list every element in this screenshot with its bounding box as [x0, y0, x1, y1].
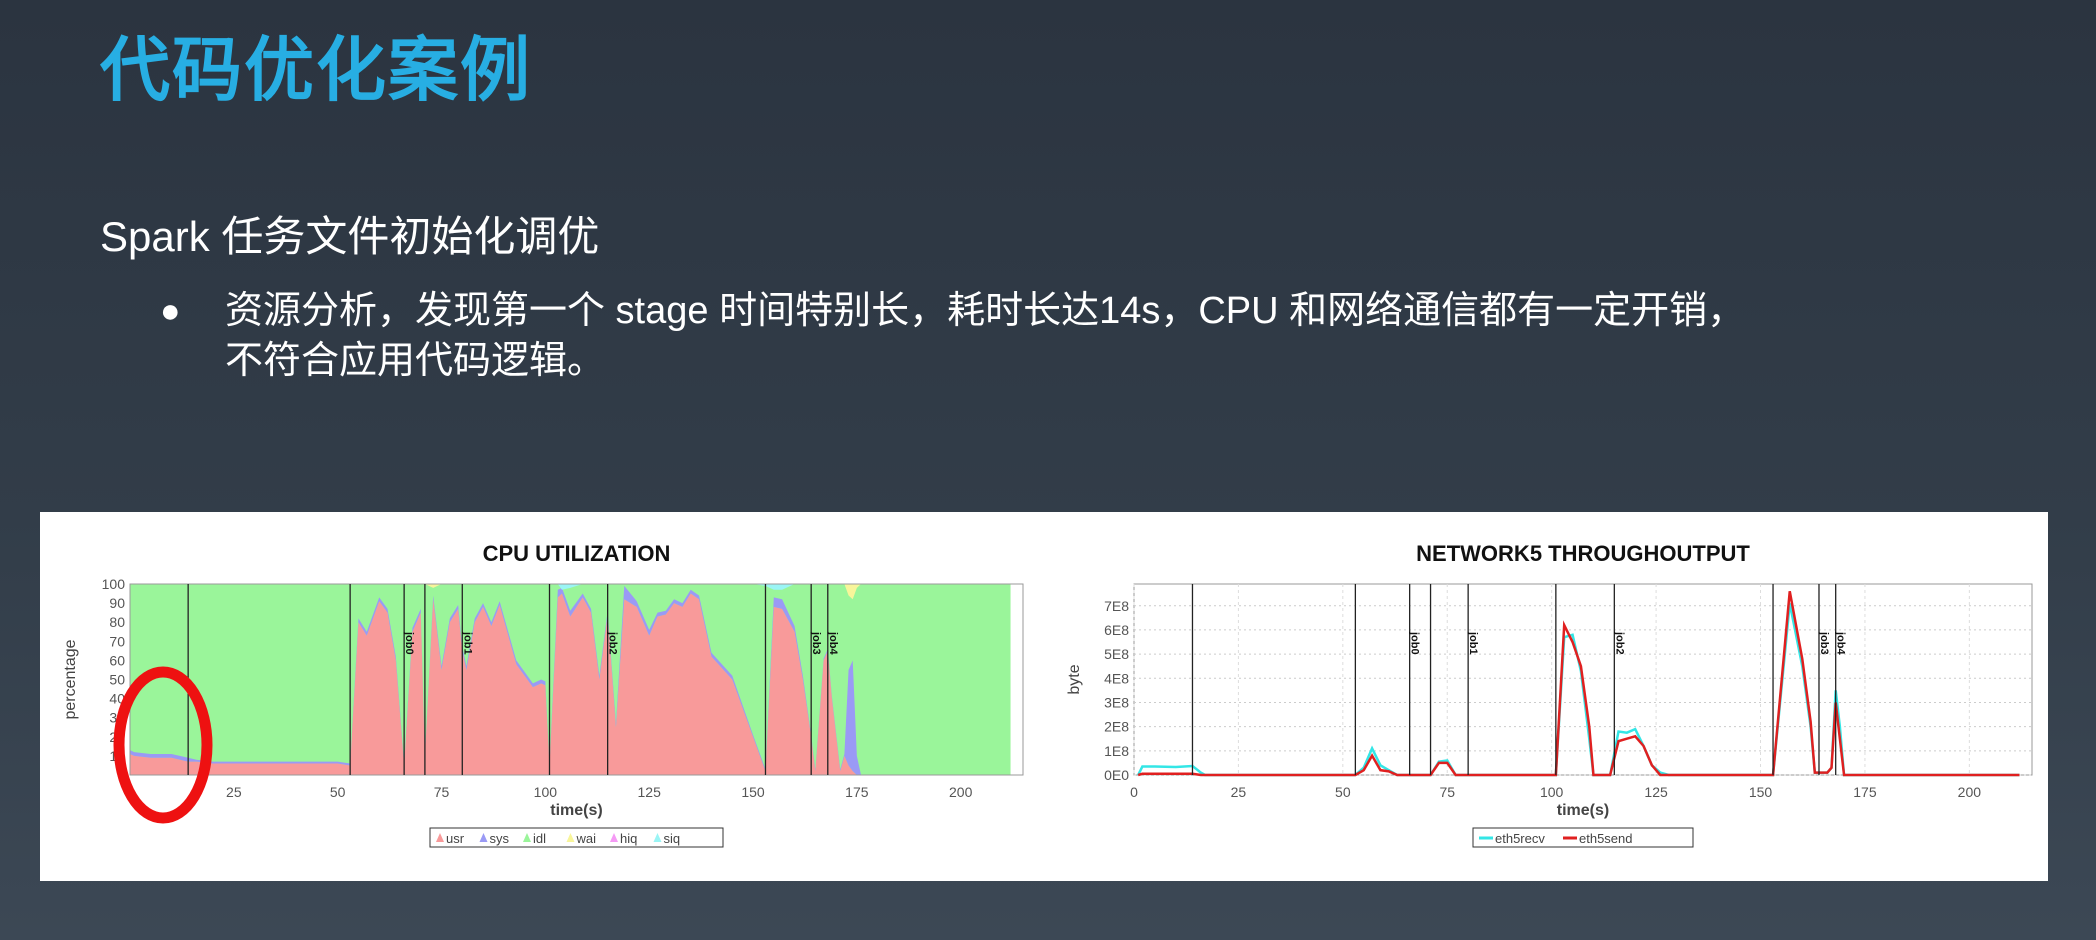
legend-label-eth5send: eth5send — [1579, 831, 1633, 846]
legend-swatch-siq — [653, 833, 662, 842]
legend-box — [1472, 827, 1694, 848]
slide-subtitle: Spark 任务文件初始化调优 — [100, 213, 600, 260]
x-tick-label: 125 — [1644, 784, 1668, 800]
legend-swatch-sys — [479, 833, 488, 842]
network-chart: NETWORK5 THROUGHOUTPUT job0 job1 job2 job3 jo… — [1066, 541, 2033, 848]
x-tick-label: 100 — [534, 784, 558, 800]
y-tick-label: 60 — [109, 652, 125, 668]
x-tick-label: 50 — [1335, 784, 1351, 800]
x-tick-label: 50 — [330, 784, 346, 800]
job-marker-label: job3 — [810, 631, 822, 655]
x-tick-label: 75 — [434, 784, 450, 800]
job-marker-label: job2 — [1613, 631, 1625, 655]
job-marker-label: job1 — [1467, 631, 1479, 655]
chart-title: NETWORK5 THROUGHOUTPUT — [1416, 541, 1750, 566]
y-tick-label: 1E8 — [1104, 743, 1129, 759]
x-tick-label: 150 — [741, 784, 765, 800]
legend-label-hiq: hiq — [620, 831, 637, 846]
legend-swatch-usr — [436, 833, 444, 842]
bullet-text: 资源分析，发现第一个 stage 时间特别长，耗时长达14s，CPU 和网络通信… — [225, 286, 1745, 386]
x-tick-label: 100 — [1540, 784, 1564, 800]
red-ellipse-highlight — [113, 666, 213, 824]
legend-swatch-hiq — [610, 833, 618, 842]
y-tick-label: 6E8 — [1104, 622, 1129, 638]
legend: eth5recv eth5send — [1472, 827, 1694, 848]
x-tick-label: 75 — [1439, 784, 1455, 800]
x-axis-label: time(s) — [1557, 802, 1609, 819]
area-siq — [130, 584, 1011, 590]
slide-title: 代码优化案例 — [100, 31, 532, 109]
job-marker-label: job0 — [403, 631, 415, 655]
y-tick-label: 90 — [109, 595, 125, 611]
y-tick-label: 3E8 — [1104, 694, 1129, 710]
x-tick-label: 200 — [1958, 784, 1982, 800]
legend-label-eth5recv: eth5recv — [1495, 831, 1545, 846]
legend-swatch-wai — [566, 833, 575, 842]
x-tick-label: 25 — [1231, 784, 1247, 800]
y-tick-label: 0E0 — [1104, 767, 1129, 783]
job-marker-label: job3 — [1818, 631, 1830, 655]
y-tick-label: 5E8 — [1104, 646, 1129, 662]
legend-box — [429, 827, 724, 848]
x-tick-label: 175 — [1853, 784, 1877, 800]
x-tick-label: 175 — [845, 784, 869, 800]
bullet-dot-icon: ● — [160, 292, 181, 330]
area-usr — [130, 593, 1011, 775]
y-tick-label: 80 — [109, 614, 125, 630]
legend-label-idl: idl — [533, 831, 546, 846]
x-tick-label: 200 — [949, 784, 973, 800]
y-axis-label: percentage — [62, 639, 79, 719]
job-marker-label: job2 — [607, 631, 619, 655]
job-marker-label: job4 — [1835, 631, 1847, 655]
bullet-line-2: 不符合应用代码逻辑。 — [225, 340, 606, 382]
x-tick-label: 25 — [226, 784, 242, 800]
bullet-line-1: 资源分析，发现第一个 stage 时间特别长，耗时长达14s，CPU 和网络通信… — [225, 290, 1746, 332]
y-tick-label: 100 — [102, 576, 126, 592]
x-tick-label: 125 — [638, 784, 662, 800]
job-marker-label: job4 — [827, 631, 839, 655]
charts-panel: CPU UTILIZATION job0 job1 job2 job3 job4 0 10 20… — [40, 512, 2048, 881]
y-tick-label: 50 — [109, 672, 125, 688]
job-marker-label: job0 — [1409, 631, 1421, 655]
y-axis-label: byte — [1066, 664, 1083, 694]
y-tick-label: 2E8 — [1104, 719, 1129, 735]
x-axis-label: time(s) — [550, 802, 602, 819]
y-tick-label: 7E8 — [1104, 598, 1129, 614]
legend: usr sys idl wai hiq siq — [429, 827, 724, 848]
plot-frame — [129, 583, 1024, 776]
chart-title: CPU UTILIZATION — [483, 541, 671, 566]
x-tick-label: 150 — [1749, 784, 1773, 800]
bullet-item: ● 资源分析，发现第一个 stage 时间特别长，耗时长达14s，CPU 和网络… — [160, 286, 2020, 386]
legend-label-sys: sys — [490, 831, 510, 846]
line-eth5send — [1137, 591, 2020, 777]
legend-label-wai: wai — [576, 831, 597, 846]
legend-label-siq: siq — [664, 831, 681, 846]
legend-label-usr: usr — [446, 831, 465, 846]
legend-swatch-idl — [523, 833, 531, 842]
job-marker-label: job1 — [461, 631, 473, 655]
y-tick-label: 70 — [109, 633, 125, 649]
x-tick-label: 0 — [1130, 784, 1138, 800]
y-tick-label: 4E8 — [1104, 670, 1129, 686]
